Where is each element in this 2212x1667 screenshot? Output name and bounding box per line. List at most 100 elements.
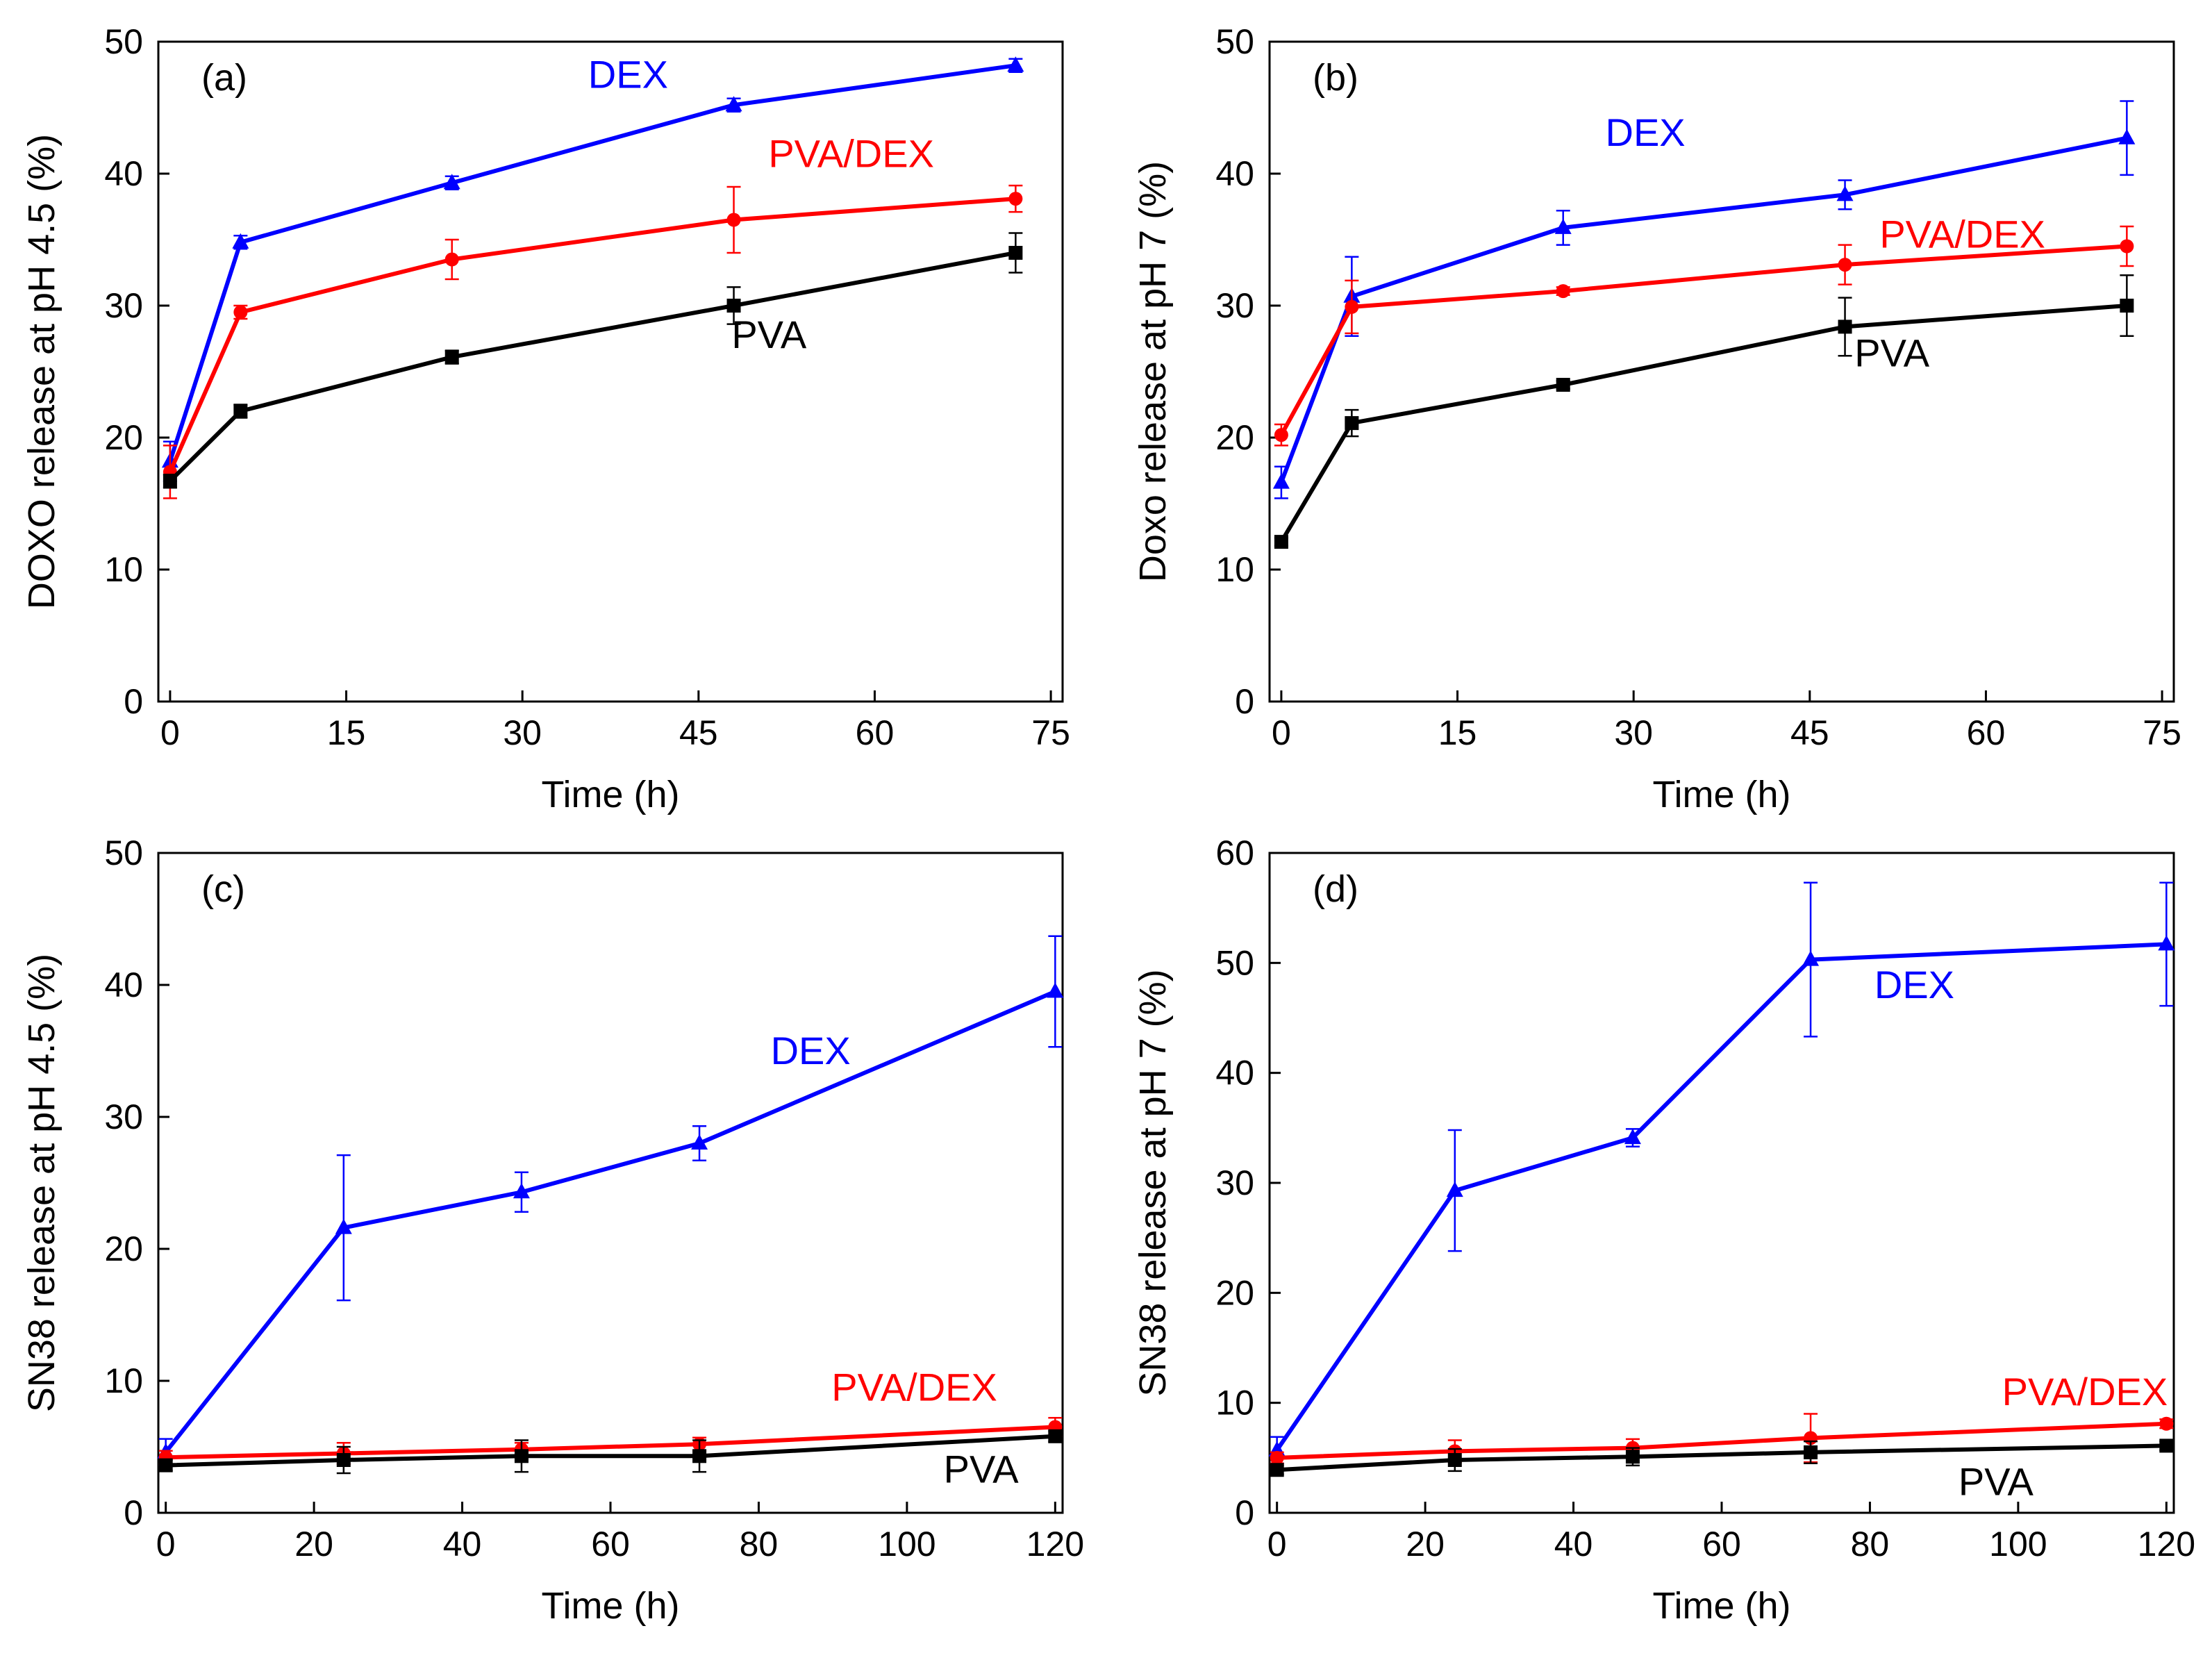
y-tick-label: 30	[104, 1097, 143, 1136]
y-tick-label: 10	[104, 1361, 143, 1400]
series-dex: DEX	[1268, 881, 2175, 1464]
y-tick-label: 50	[104, 834, 143, 872]
data-point	[513, 1183, 530, 1199]
series-line	[1279, 304, 2127, 543]
x-tick-label: 15	[327, 713, 366, 752]
x-tick-label: 20	[1406, 1525, 1445, 1564]
y-tick-label: 60	[1215, 834, 1254, 872]
data-point	[691, 1134, 708, 1150]
x-tick-label: 75	[1031, 713, 1070, 752]
data-point	[1270, 1463, 1284, 1477]
data-point	[1446, 1181, 1463, 1197]
chart-panel-2: 0 20 40 60 80 100 120 0 10 20 30 40 50 Time (h) SN38 r…	[21, 834, 1084, 1627]
series-dex: DEX	[1272, 100, 2136, 499]
x-axis-title: Time (h)	[1653, 774, 1791, 815]
series-label: PVA/DEX	[2002, 1370, 2168, 1413]
data-point	[1047, 982, 1064, 998]
x-tick-label: 45	[1790, 713, 1829, 752]
chart-panel-3: 0 20 40 60 80 100 120 0 10 20 30 40 50 60 Time (h) SN38…	[1132, 834, 2195, 1627]
data-point	[2158, 935, 2175, 951]
panel-tag: (b)	[1313, 57, 1358, 99]
series-pva: PVA	[1270, 1438, 2174, 1504]
data-point	[726, 213, 741, 227]
data-point	[1274, 428, 1288, 442]
y-tick-label: 50	[1215, 22, 1254, 61]
y-axis-title: SN38 release at pH 4.5 (%)	[21, 954, 63, 1412]
data-point	[444, 252, 459, 267]
x-tick-label: 75	[2143, 713, 2181, 752]
x-tick-label: 60	[1967, 713, 2006, 752]
y-tick-label: 0	[124, 682, 143, 721]
x-tick-label: 30	[1614, 713, 1653, 752]
y-tick-label: 30	[1215, 286, 1254, 325]
data-point	[233, 404, 248, 418]
y-tick-label: 50	[1215, 943, 1254, 982]
y-tick-label: 20	[1215, 1273, 1254, 1312]
y-tick-label: 20	[1215, 418, 1254, 457]
x-tick-label: 100	[878, 1525, 935, 1564]
series-label: PVA/DEX	[831, 1366, 997, 1409]
y-tick-label: 10	[1215, 550, 1254, 589]
y-tick-label: 40	[1215, 154, 1254, 193]
series-pva-dex: PVA/DEX	[1270, 1370, 2174, 1465]
y-tick-label: 50	[104, 22, 143, 61]
data-point	[1008, 246, 1023, 260]
data-point	[1802, 950, 1820, 966]
data-point	[335, 1218, 352, 1234]
data-point	[1625, 1450, 1640, 1464]
panel-tag: (a)	[201, 57, 247, 99]
y-tick-label: 10	[1215, 1384, 1254, 1423]
y-tick-label: 0	[1235, 1493, 1254, 1532]
series-pva: PVA	[158, 1429, 1063, 1491]
plot-frame	[1268, 40, 2175, 703]
series-label: PVA	[1854, 331, 1930, 374]
data-point	[1836, 185, 1854, 201]
x-tick-label: 80	[1851, 1525, 1890, 1564]
y-axis-title: SN38 release at pH 7 (%)	[1132, 969, 1174, 1396]
data-point	[1556, 284, 1570, 299]
y-tick-label: 0	[124, 1493, 143, 1532]
series-label: PVA/DEX	[1879, 212, 2045, 256]
data-point	[692, 1449, 707, 1463]
y-tick-label: 10	[104, 550, 143, 589]
panel-tag: (d)	[1313, 868, 1358, 910]
plot-frame	[1268, 852, 2175, 1514]
series-line	[168, 197, 1016, 473]
data-point	[1345, 416, 1359, 431]
data-point	[2120, 239, 2134, 254]
series-pva-dex: PVA/DEX	[163, 132, 1023, 499]
series-line	[1279, 244, 2127, 436]
data-point	[725, 96, 742, 112]
data-point	[1556, 378, 1570, 392]
data-point	[232, 233, 249, 249]
plot-frame	[157, 40, 1064, 703]
data-point	[1007, 56, 1024, 72]
x-tick-label: 80	[740, 1525, 779, 1564]
x-tick-label: 60	[1702, 1525, 1741, 1564]
data-point	[2159, 1438, 2174, 1453]
data-point	[233, 305, 248, 320]
x-tick-label: 15	[1438, 713, 1477, 752]
x-axis-title: Time (h)	[1653, 1585, 1791, 1627]
data-point	[1447, 1453, 1462, 1467]
plot-frame	[157, 852, 1064, 1514]
x-tick-label: 45	[679, 713, 718, 752]
series-line	[165, 1434, 1056, 1468]
panel-tag: (c)	[201, 868, 245, 910]
y-axis-title: DOXO release at pH 4.5 (%)	[21, 134, 63, 609]
data-point	[1274, 535, 1288, 549]
chart-panel-1: 0 15 30 45 60 75 0 10 20 30 40 50 Time (h) Doxo relea…	[1132, 22, 2181, 815]
y-tick-label: 20	[104, 1229, 143, 1268]
data-point	[443, 174, 460, 190]
x-axis-title: Time (h)	[542, 774, 680, 815]
series-label: DEX	[771, 1029, 851, 1072]
data-point	[1804, 1445, 1818, 1459]
data-point	[1270, 1450, 1284, 1465]
data-point	[444, 350, 459, 365]
data-point	[2118, 128, 2136, 144]
x-tick-label: 0	[160, 713, 180, 752]
series-pva: PVA	[163, 232, 1023, 489]
data-point	[1838, 258, 1852, 272]
series-pva-dex: PVA/DEX	[158, 1366, 1063, 1465]
